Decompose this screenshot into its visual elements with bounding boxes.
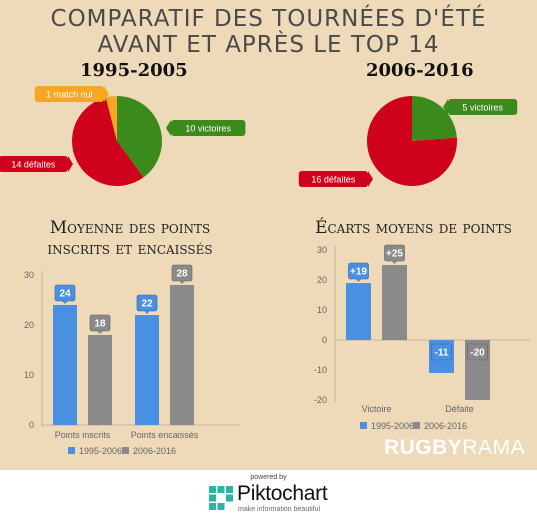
bar2-ytick-5: -20 [314,395,327,405]
bar1-ytick-3: 30 [24,270,34,280]
pie1-slice-0 [117,96,162,178]
charts-canvas: 10 victoires 14 défaites 1 match nul 5 vict… [0,86,530,456]
pie2-label-pointer-1 [368,171,373,187]
rugbyrama-logo: RUGBYRAMA [384,436,525,460]
title-line-1: COMPARATIF DES TOURNÉES D'ÉTÉ [50,6,487,32]
brand-bold: RUGBY [383,436,463,459]
pie2-label-0: 5 victoires [462,103,503,113]
bar1-bar-1-0 [88,335,112,425]
pie1-label-box-0 [171,120,246,136]
piktochart-tagline: make information beautiful [238,506,321,513]
pie1-label-0: 10 victoires [185,124,231,134]
bar2-value-label-1-1: -20 [470,348,485,359]
pie2-slice-0 [412,96,457,141]
brand-light: RAMA [462,436,525,459]
pie2-slice-1 [367,95,457,186]
pie2-label-box-0 [448,99,518,115]
pie1-slice-2 [105,96,117,141]
bar2-category-1: Défaite [445,404,474,414]
piktochart-logo-icon[interactable] [209,486,233,510]
pie1-label-pointer-2 [104,86,109,102]
bar2-value-pointer-1-1 [474,360,481,363]
bar2-legend-swatch-0 [360,422,367,429]
pie1-label-box-2 [34,86,104,102]
pie2-label-1: 16 défaites [311,175,356,185]
pie1-label-box-1 [0,156,68,172]
bar1-legend-swatch-1 [122,447,129,454]
bar2-ytick-0: 30 [317,245,327,255]
bar2-value-label-0-1: -11 [435,348,449,359]
bar2-ytick-4: -10 [314,365,327,375]
pie1-slice-1 [71,97,144,186]
title-line-2: AVANT ET APRÈS LE TOP 14 [97,32,440,58]
bar2-title: Écarts moyens de points [315,218,512,238]
bar1-bar-0-0 [53,305,77,425]
pie2-label-box-1 [298,171,368,187]
bar1-value-label-1-0: 18 [94,319,106,330]
bar1-category-0: Points inscrits [55,430,111,440]
bar1-legend-swatch-0 [68,447,75,454]
bar1-legend-label-1: 2006-2016 [133,446,176,456]
pie2-title: 2006-2016 [366,60,474,81]
bar1-category-1: Points encaissés [131,430,199,440]
bar1-title-line2: inscrits et encaissés [47,239,213,259]
bar1-ytick-0: 0 [29,420,34,430]
pie2-label-pointer-0 [443,99,448,115]
powered-by-text: powered by [250,474,287,481]
bar1-value-pointer-1-0 [97,331,103,334]
bar2-ytick-2: 10 [317,305,327,315]
bar2-value-pointer-1-0 [391,261,398,264]
bar2-value-pointer-0-0 [355,279,362,282]
pie1-label-pointer-1 [68,156,73,172]
bar1-value-label-0-0: 24 [59,289,71,300]
bar1-title-line1: Moyenne des points [49,218,211,238]
piktochart-name[interactable]: Piktochart [237,482,328,505]
bar2-category-0: Victoire [362,404,392,414]
bar2-legend-swatch-1 [413,422,420,429]
footer [0,470,537,520]
bar2-bar-0-0 [346,283,371,340]
bar2-value-label-1-0: +25 [386,249,403,260]
bar1-ytick-1: 10 [24,370,34,380]
bar1-ytick-2: 20 [24,320,34,330]
pie1-title: 1995-2005 [80,60,188,81]
bar2-bar-1-0 [382,265,407,340]
bar2-value-label-0-0: +19 [350,267,367,278]
pie1-label-1: 14 défaites [11,160,56,170]
bar1-value-label-0-1: 22 [141,299,153,310]
bar1-bar-1-1 [170,285,194,425]
bar1-title: Moyenne des points inscrits et encaissés [10,218,250,260]
bar1-value-pointer-0-1 [144,311,150,314]
bar2-ytick-1: 20 [317,275,327,285]
bar1-value-pointer-1-1 [179,281,185,284]
bar1-value-pointer-0-0 [62,301,68,304]
bar1-value-label-1-1: 28 [176,269,188,280]
bar2-legend-label-1: 2006-2016 [424,421,467,431]
bar1-bar-0-1 [135,315,159,425]
bar2-ytick-3: 0 [322,335,327,345]
bar2-legend-label-0: 1995-2006 [371,421,414,431]
bar1-legend-label-0: 1995-2006 [79,446,122,456]
pie1-label-pointer-0 [166,120,171,136]
pie1-label-2: 1 match nul [46,90,93,100]
bar2-value-pointer-0-1 [438,360,445,363]
